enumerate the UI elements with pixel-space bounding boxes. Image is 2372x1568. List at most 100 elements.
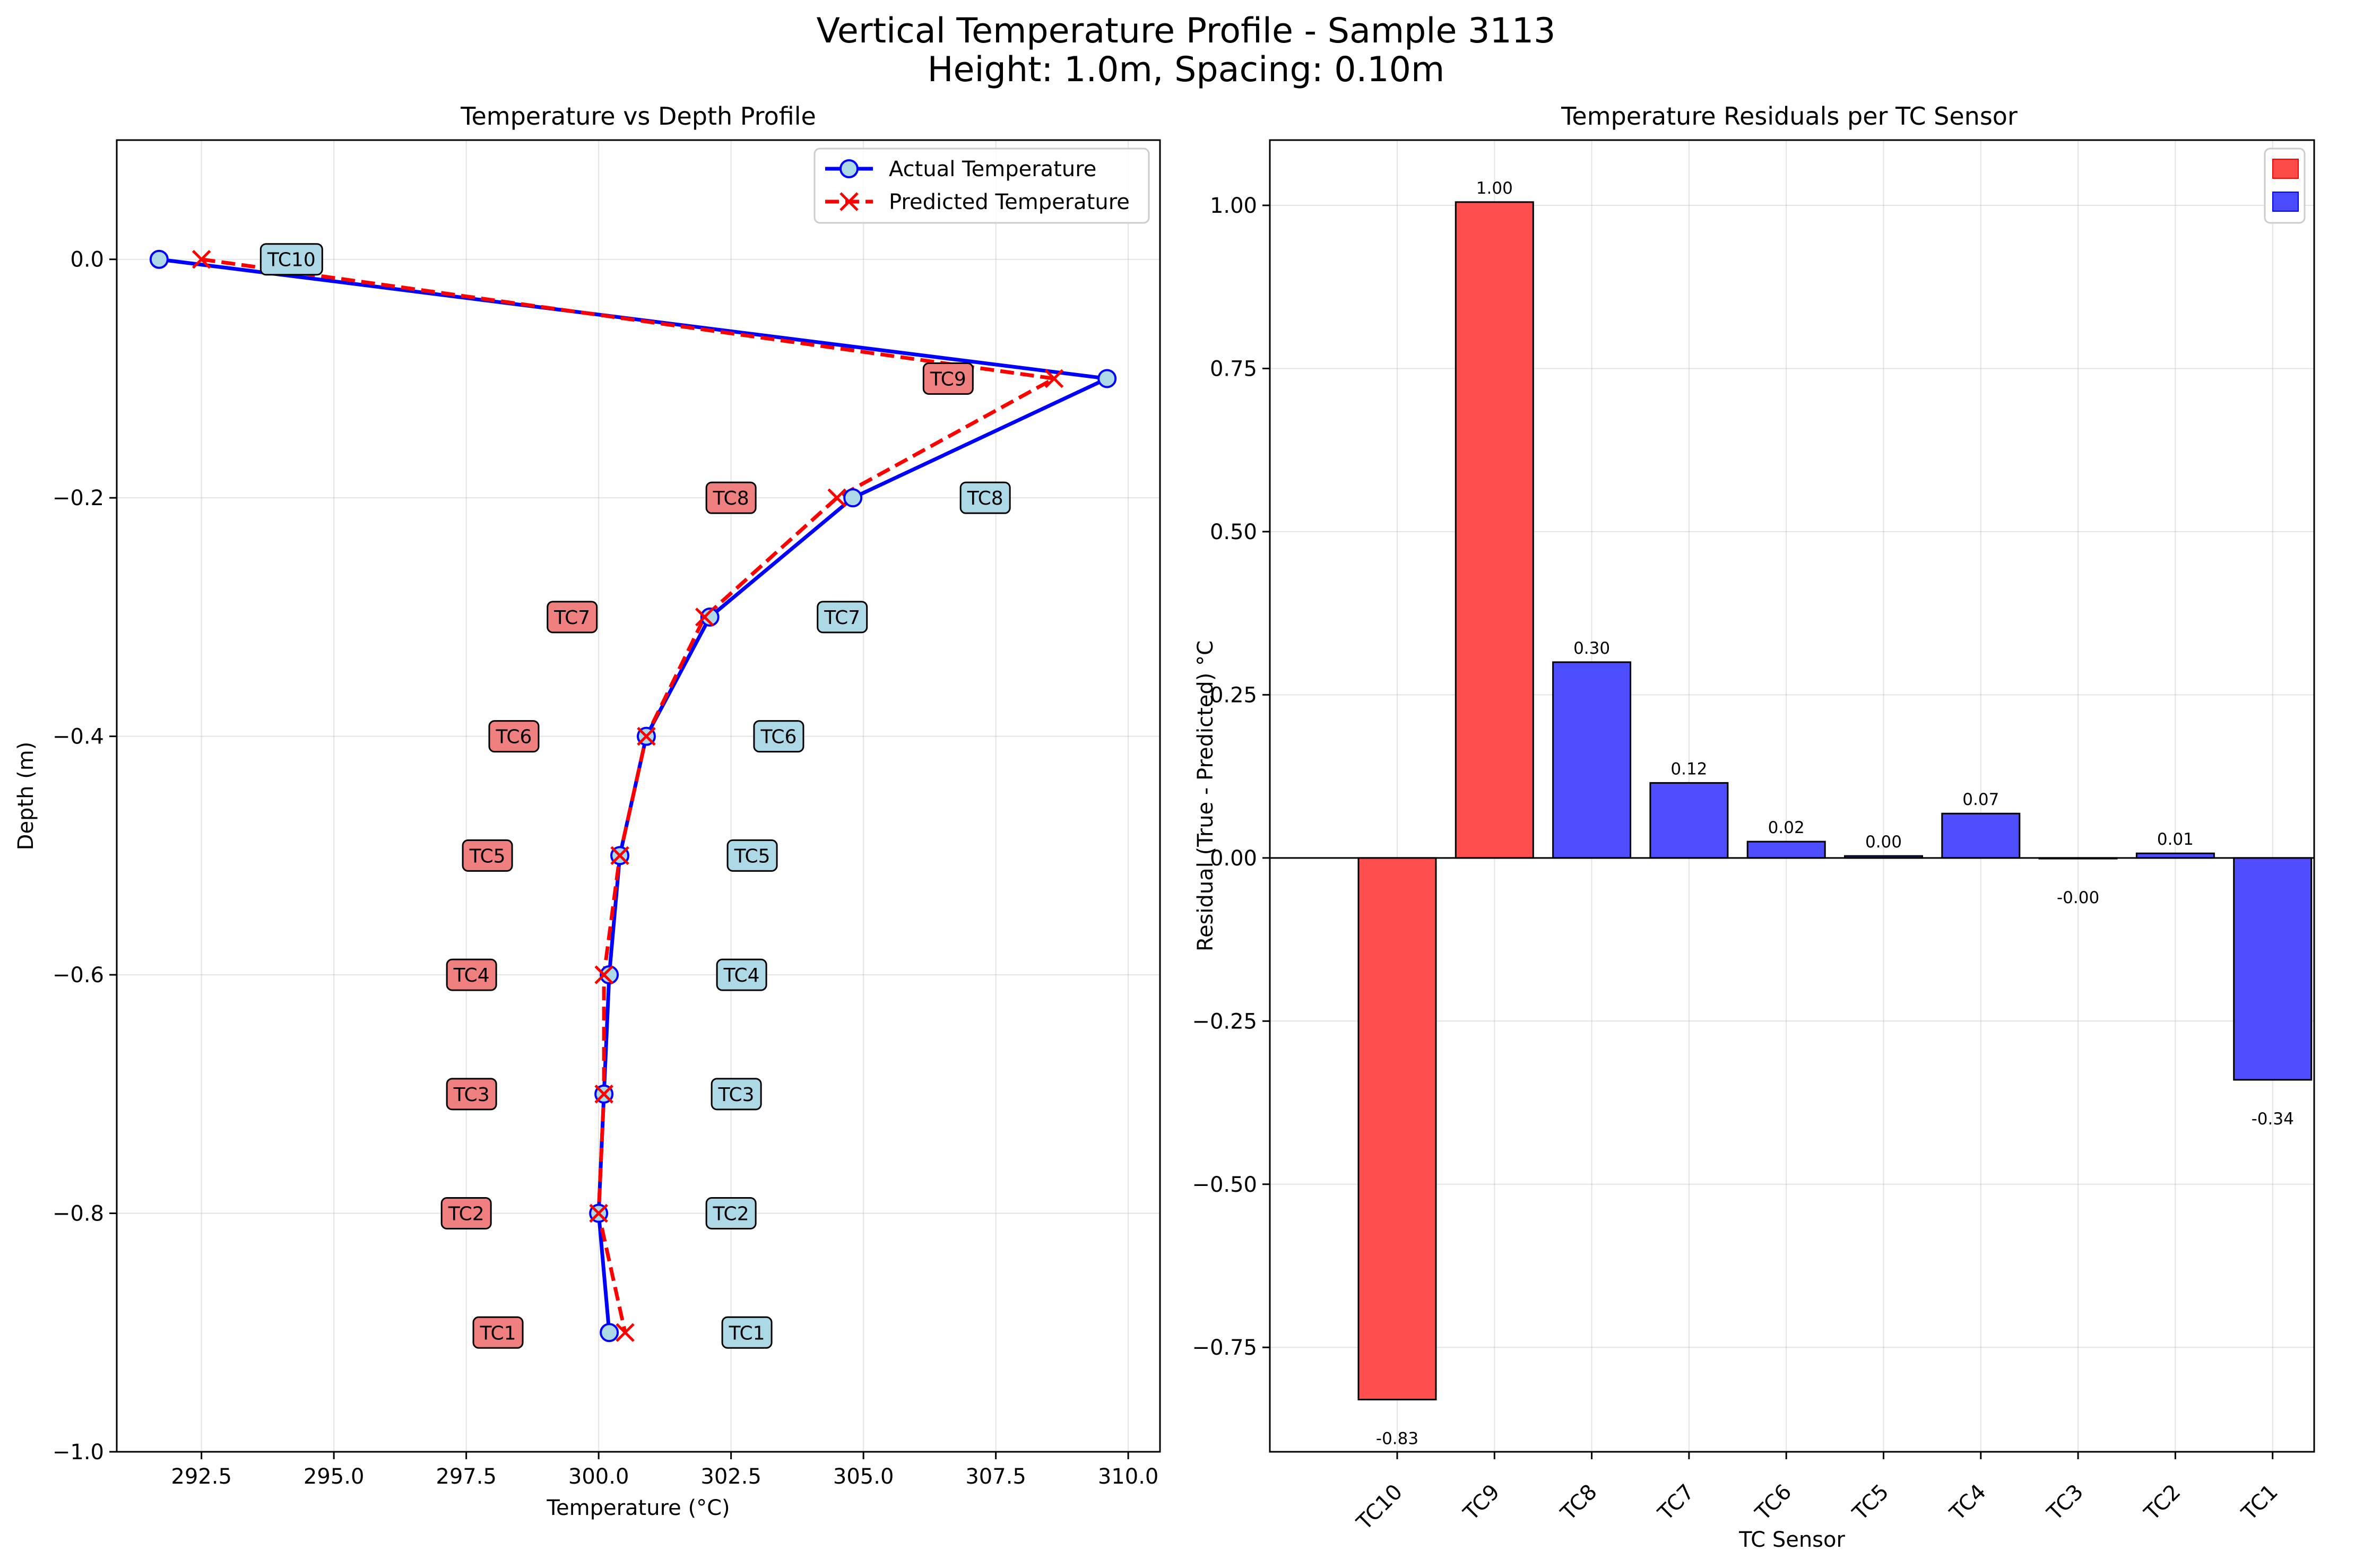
residuals-x-tick-label: TC8 — [1556, 1480, 1602, 1526]
tc-annotation-box — [462, 839, 513, 872]
tc-annotation-box — [488, 720, 540, 753]
residuals-ticks: 1.00 0.75 0.50 0.25 0.00 −0.25 −0.50 −0.75 TC10 T… — [1192, 194, 2282, 1535]
actual-temperature-point — [600, 1323, 619, 1342]
tc-annotation-label: TC4 — [723, 965, 760, 986]
profile-x-tick-label: 305.0 — [833, 1465, 894, 1489]
residual-bar — [1649, 782, 1729, 859]
tc-annotation-label: TC2 — [713, 1203, 749, 1225]
predicted-temperature-point — [594, 965, 613, 984]
legend-actual-marker — [839, 159, 859, 178]
residuals-chart-title: Temperature Residuals per TC Sensor — [1561, 102, 2018, 131]
residuals-x-tick-label: TC7 — [1653, 1480, 1699, 1526]
tc-annotation-label: TC3 — [453, 1084, 490, 1106]
legend-swatch-blue — [2272, 192, 2299, 212]
residual-value-label: 0.30 — [1573, 639, 1610, 658]
tc-annotation-box — [726, 839, 778, 872]
tc-annotation-label: TC10 — [267, 249, 316, 271]
tc-annotation-box — [547, 601, 598, 634]
actual-temperature-point — [843, 488, 863, 508]
actual-temperature-point — [149, 249, 169, 269]
residuals-legend — [2264, 148, 2306, 224]
tc-annotation-label: TC2 — [448, 1203, 484, 1225]
legend-predicted-marker — [839, 192, 859, 211]
residuals-x-tick-label: TC6 — [1751, 1480, 1797, 1526]
tc-annotation-box — [817, 601, 868, 634]
tc-annotation-label: TC6 — [760, 726, 797, 748]
predicted-temperature-point — [594, 1085, 613, 1104]
residuals-ylabel: Residual (True - Predicted) °C — [1193, 640, 1218, 951]
actual-temperature-point — [600, 965, 619, 985]
profile-x-tick-label: 310.0 — [1098, 1465, 1159, 1489]
tc-annotation-label: TC1 — [480, 1322, 516, 1344]
temperature-profile-chart: Temperature vs Depth Profile 292.5 295.0 2… — [14, 102, 1161, 1520]
residual-bar — [2233, 857, 2313, 1081]
tc-annotation-box — [959, 481, 1011, 514]
tc-annotation-label: TC9 — [930, 368, 966, 390]
profile-x-tick-label: 302.5 — [700, 1465, 761, 1489]
residuals-chart: Temperature Residuals per TC Sensor -0.8… — [1192, 102, 2315, 1552]
residual-bar — [1552, 661, 1632, 859]
residuals-y-tick-label: −0.50 — [1192, 1173, 1257, 1197]
tc-annotation-box — [721, 1316, 773, 1349]
residuals-y-tick-label: 0.00 — [1210, 846, 1257, 871]
legend-predicted-label: Predicted Temperature — [889, 190, 1130, 214]
profile-y-tick-label: −0.6 — [53, 963, 104, 987]
profile-y-tick-label: −0.4 — [53, 725, 104, 749]
residual-value-label: 0.07 — [1962, 790, 1999, 809]
residuals-x-tick-label: TC5 — [1848, 1480, 1894, 1526]
residuals-x-tick-label: TC3 — [2042, 1480, 2089, 1526]
predicted-temperature-point — [589, 1203, 608, 1223]
residual-value-label: 0.02 — [1768, 818, 1805, 837]
profile-plot-frame — [116, 139, 1161, 1453]
tc-annotation-label: TC8 — [967, 488, 1003, 509]
residuals-y-tick-label: −0.75 — [1192, 1336, 1257, 1360]
profile-legend-box — [813, 148, 1150, 224]
residuals-bars: -0.83 1.00 0.30 0.12 0.02 0.00 0.07 -0.00 0.01 -0… — [1357, 179, 2313, 1449]
tc-annotation-label: TC8 — [713, 488, 749, 509]
residuals-y-tick-label: 0.25 — [1210, 683, 1257, 707]
profile-y-tick-label: −0.8 — [53, 1202, 104, 1226]
profile-legend: Actual Temperature Predicted Temperature — [813, 148, 1150, 224]
predicted-temperature-point — [616, 1323, 635, 1342]
tc-annotation-box — [705, 1197, 757, 1230]
profile-y-tick-label: −1.0 — [53, 1440, 104, 1465]
tc-annotation-box — [922, 362, 974, 395]
predicted-temperature-line — [201, 257, 1060, 1333]
residuals-x-tick-label: TC9 — [1459, 1480, 1505, 1526]
tc-annotation-label: TC4 — [453, 965, 490, 986]
profile-xlabel: Temperature (°C) — [546, 1496, 730, 1520]
residuals-y-tick-label: 0.75 — [1210, 357, 1257, 381]
tc-annotation-label: TC3 — [718, 1084, 755, 1106]
profile-ylabel: Depth (m) — [14, 742, 38, 851]
residual-value-label: 0.00 — [1865, 833, 1902, 852]
profile-x-tick-label: 295.0 — [304, 1465, 365, 1489]
figure-title-line1: Vertical Temperature Profile - Sample 31… — [816, 11, 1555, 51]
residuals-y-tick-label: 1.00 — [1210, 194, 1257, 218]
tc-annotation-label: TC5 — [734, 845, 771, 867]
tc-annotation-label: TC5 — [469, 845, 506, 867]
profile-annotations: TC10 TC9 TC8 TC8 TC7 TC7 TC6 TC6 TC5 TC5 TC4 TC4 TC3… — [259, 243, 1011, 1349]
residuals-y-tick-label: −0.25 — [1192, 1009, 1257, 1034]
profile-y-tick-label: −0.2 — [53, 486, 104, 510]
predicted-temperature-point — [827, 488, 847, 507]
tc-annotation-box — [711, 1078, 762, 1111]
profile-x-tick-label: 292.5 — [171, 1465, 232, 1489]
tc-annotation-box — [716, 958, 767, 991]
profile-series — [149, 249, 1117, 1342]
tc-annotation-box — [446, 1078, 497, 1111]
residual-value-label: 0.12 — [1670, 759, 1707, 778]
residuals-plot-frame — [1269, 139, 2315, 1453]
tc-annotation-box — [446, 958, 497, 991]
tc-annotation-box — [705, 481, 757, 514]
residual-value-label: 1.00 — [1476, 179, 1513, 198]
residual-value-label: -0.00 — [2057, 888, 2099, 907]
tc-annotation-label: TC7 — [824, 607, 860, 629]
residuals-x-tick-label: TC4 — [1945, 1480, 1991, 1526]
residuals-xlabel: TC Sensor — [1738, 1528, 1845, 1552]
actual-temperature-point — [1097, 369, 1117, 388]
residual-bar — [1746, 841, 1826, 859]
predicted-temperature-point — [637, 726, 656, 746]
legend-swatch-red — [2272, 159, 2299, 179]
residual-bar — [1357, 857, 1437, 1401]
